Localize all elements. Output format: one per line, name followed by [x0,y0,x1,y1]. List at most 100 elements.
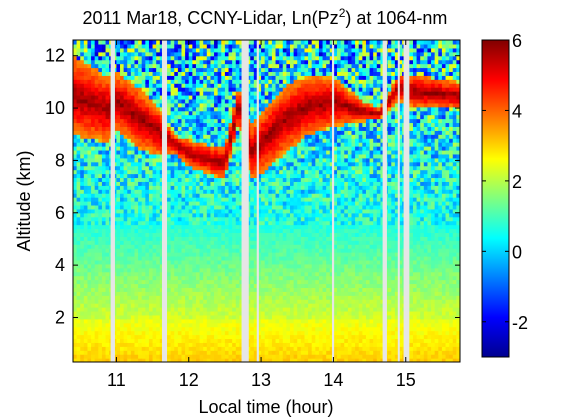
heatmap-cell [217,228,222,234]
heatmap-cell [138,94,143,100]
heatmap-cell [120,314,125,320]
heatmap-cell [167,299,172,304]
heatmap-cell [127,118,132,124]
heatmap-cell [282,142,287,147]
heatmap-cell [192,252,197,257]
heatmap-cell [148,134,154,139]
heatmap-cell [192,63,197,69]
heatmap-cell [257,346,262,351]
heatmap-cell [210,303,215,308]
heatmap-cell [87,244,92,249]
heatmap-cell [206,204,212,210]
heatmap-cell [105,330,110,336]
heatmap-cell [275,318,280,324]
heatmap-cell [177,169,183,175]
heatmap-cell [156,189,161,194]
heatmap-cell [83,126,89,131]
heatmap-cell [199,326,204,332]
heatmap-cell [203,358,208,362]
heatmap-cell [105,318,110,324]
heatmap-cell [167,204,172,210]
heatmap-cell [188,322,193,328]
heatmap-cell [192,220,197,226]
heatmap-cell [275,303,280,308]
heatmap-cell [120,334,125,340]
heatmap-cell [221,314,226,320]
heatmap-cell [76,307,81,312]
heatmap-cell [73,267,78,273]
heatmap-cell [210,232,215,237]
heatmap-cell [257,279,262,285]
heatmap-cell [224,212,230,218]
heatmap-cell [275,259,280,265]
heatmap-cell [185,252,190,257]
heatmap-cell [156,342,161,347]
heatmap-cell [141,287,146,292]
heatmap-cell [214,252,219,257]
heatmap-cell [264,71,269,76]
heatmap-cell [105,263,110,269]
heatmap-cell [192,259,197,265]
heatmap-cell [91,204,96,210]
heatmap-cell [286,181,291,186]
heatmap-cell [185,212,190,218]
heatmap-cell [224,138,230,143]
heatmap-cell [228,98,233,104]
heatmap-cell [253,244,259,249]
heatmap-cell [145,263,150,269]
heatmap-cell [268,59,273,65]
heatmap-cell [167,130,172,135]
heatmap-cell [152,83,157,88]
heatmap-cell [271,318,277,324]
heatmap-cell [94,114,99,120]
heatmap-cell [192,228,197,234]
heatmap-cell [279,263,284,269]
heatmap-cell [98,110,103,116]
heatmap-cell [253,228,259,234]
heatmap-cell [141,318,146,324]
heatmap-cell [235,240,240,245]
heatmap-cell [239,248,244,253]
heatmap-cell [134,94,139,100]
heatmap-cell [152,334,157,340]
heatmap-cell [83,67,89,73]
heatmap-cell [87,354,92,359]
heatmap-cell [170,149,175,155]
heatmap-cell [159,283,165,288]
heatmap-cell [83,330,89,336]
heatmap-cell [235,330,240,336]
heatmap-cell [286,267,291,273]
heatmap-cell [130,232,136,237]
heatmap-cell [91,83,96,88]
heatmap-cell [156,248,161,253]
heatmap-cell [94,322,99,328]
heatmap-cell [257,189,262,194]
heatmap-cell [87,358,92,362]
heatmap-cell [239,212,244,218]
heatmap-cell [91,291,96,296]
heatmap-cell [264,232,269,237]
heatmap-cell [203,114,208,120]
heatmap-cell [214,91,219,96]
heatmap-cell [120,181,125,186]
heatmap-cell [185,134,190,139]
heatmap-cell [185,94,190,100]
heatmap-cell [235,338,240,343]
heatmap-cell [282,201,287,206]
heatmap-cell [282,98,287,104]
heatmap-cell [148,334,154,340]
heatmap-cell [203,334,208,340]
heatmap-cell [268,177,273,182]
heatmap-cell [188,228,193,234]
heatmap-cell [206,130,212,135]
heatmap-cell [192,153,197,159]
heatmap-cell [239,71,244,76]
heatmap-cell [138,334,143,340]
heatmap-cell [170,283,175,288]
heatmap-cell [239,193,244,198]
heatmap-cell [116,263,121,269]
heatmap-cell [235,71,240,76]
heatmap-cell [188,138,193,143]
heatmap-cell [214,220,219,226]
heatmap-cell [264,79,269,84]
